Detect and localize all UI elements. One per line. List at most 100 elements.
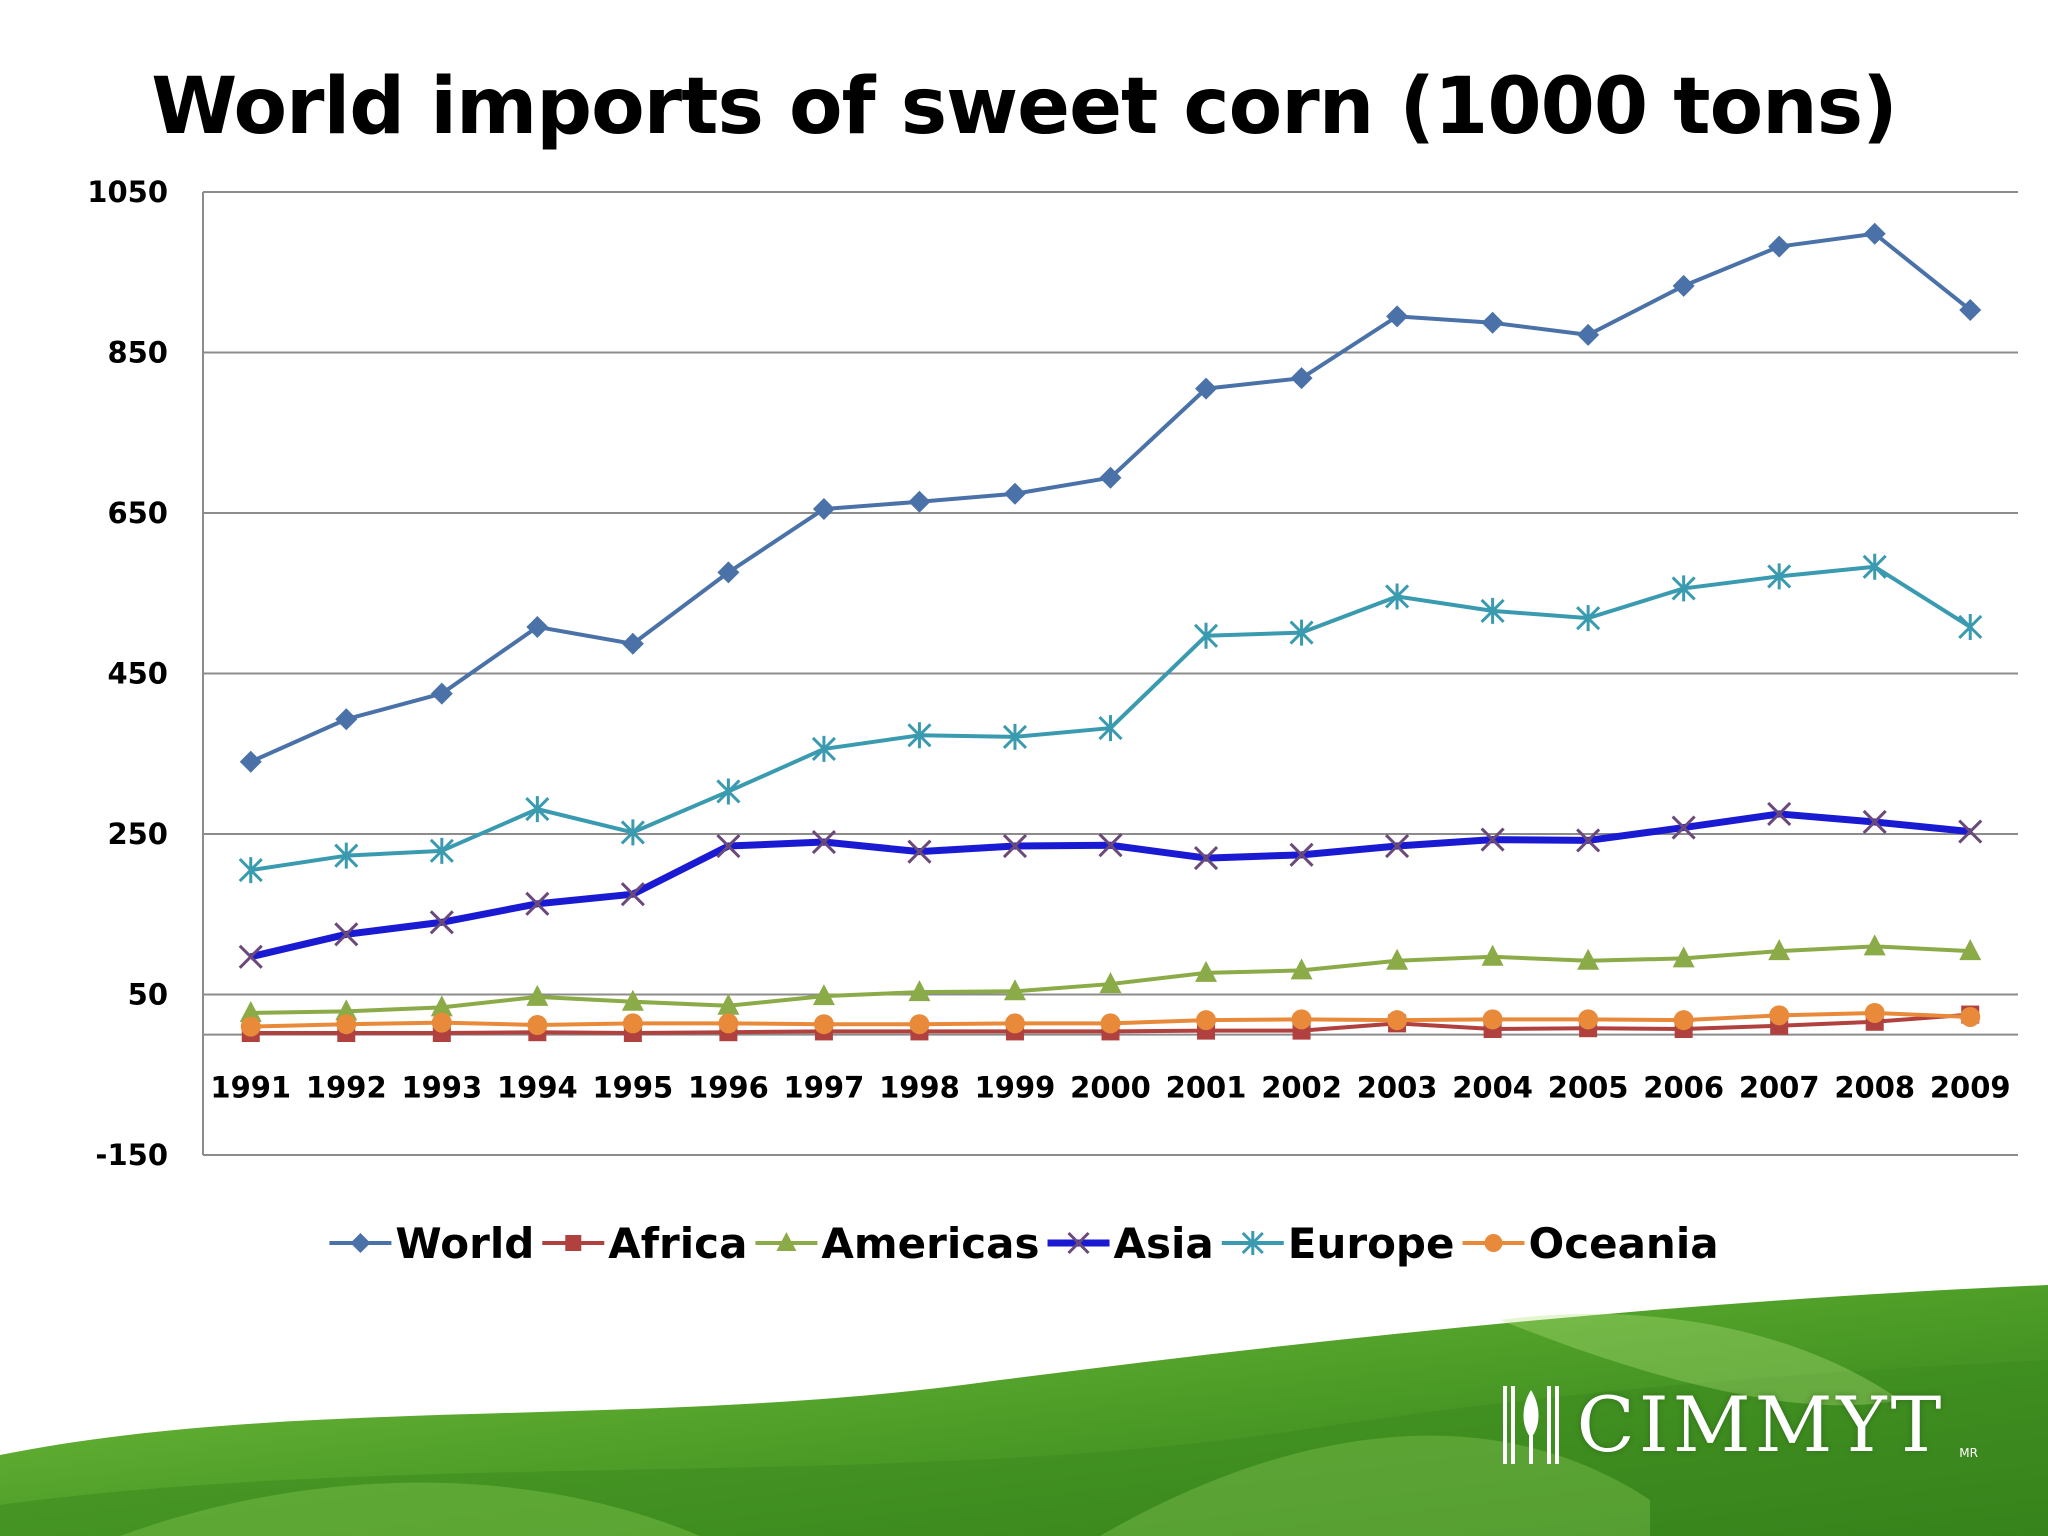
data-point-americas (335, 999, 358, 1021)
data-point-world (239, 750, 262, 773)
data-point-europe (1767, 563, 1792, 590)
series-asia (238, 801, 1983, 969)
data-point-asia (1002, 833, 1028, 859)
data-point-americas (1195, 960, 1218, 982)
x-tick-label: 1999 (975, 1071, 1056, 1105)
data-point-europe (1862, 553, 1887, 580)
x-tick-label: 1996 (688, 1071, 769, 1105)
data-point-europe (811, 735, 836, 762)
data-point-world (1577, 323, 1600, 346)
data-point-oceania (622, 1013, 643, 1034)
data-point-oceania (1291, 1009, 1312, 1030)
series-line-world (249, 231, 1972, 764)
data-point-world (430, 682, 453, 705)
data-point-asia (238, 944, 263, 969)
data-point-oceania (431, 1012, 452, 1033)
x-tick-label: 1998 (879, 1071, 960, 1105)
data-point-americas (239, 1000, 262, 1022)
data-point-oceania (1960, 1006, 1981, 1027)
series-oceania (240, 1002, 1981, 1037)
data-point-oceania (1004, 1013, 1025, 1034)
x-tick-label: 2009 (1930, 1071, 2011, 1105)
series-europe (238, 553, 1983, 884)
x-tick-label: 1992 (306, 1071, 387, 1105)
data-point-asia (1576, 828, 1601, 853)
x-tick-label: 1997 (784, 1071, 865, 1105)
y-tick-label: 1050 (87, 175, 168, 209)
data-point-americas (717, 993, 740, 1015)
data-point-asia (716, 833, 741, 859)
data-point-oceania (1864, 1002, 1885, 1023)
legend-label: World (395, 1219, 534, 1268)
chart-title: World imports of sweet corn (1000 tons) (151, 62, 1898, 152)
data-point-europe (716, 778, 741, 805)
data-point-world (1672, 274, 1695, 297)
data-point-europe (1098, 715, 1123, 742)
data-point-americas (1672, 946, 1695, 968)
logo-text: CIMMYT (1576, 1380, 1946, 1469)
data-point-europe (525, 796, 550, 823)
data-point-asia (1098, 833, 1123, 858)
data-point-europe (1576, 605, 1601, 632)
legend-marker (1067, 1231, 1090, 1255)
data-point-world (526, 615, 549, 638)
data-point-world (335, 708, 358, 731)
data-point-americas (812, 984, 835, 1006)
data-point-oceania (240, 1016, 261, 1037)
data-point-americas (1959, 939, 1982, 961)
data-point-europe (907, 722, 932, 749)
data-point-world (621, 632, 644, 655)
cimmyt-logo: CIMMYT MR (1499, 1380, 1978, 1470)
data-point-world (1959, 298, 1982, 321)
data-point-americas (1099, 972, 1122, 994)
y-tick-label: 850 (107, 336, 168, 370)
series-americas (239, 934, 1982, 1022)
data-point-asia (1958, 819, 1983, 844)
x-tick-label: 1993 (401, 1071, 482, 1105)
data-point-asia (1385, 833, 1410, 859)
data-point-americas (430, 995, 453, 1017)
logo-registered-mark: MR (1959, 1446, 1978, 1460)
data-point-oceania (1578, 1009, 1599, 1030)
data-point-asia (334, 922, 359, 947)
data-point-europe (620, 819, 645, 846)
legend-item-europe: Europe (1221, 1219, 1455, 1268)
legend-marker (776, 1232, 797, 1251)
data-point-oceania (1769, 1005, 1790, 1026)
x-tick-label: 2004 (1452, 1071, 1533, 1105)
y-tick-label: 650 (107, 496, 168, 530)
data-point-asia (907, 839, 932, 864)
legend-label: Oceania (1528, 1219, 1718, 1268)
data-point-asia (429, 910, 454, 935)
data-point-oceania (718, 1013, 739, 1034)
x-tick-label: 1994 (497, 1071, 578, 1105)
data-point-europe (1002, 723, 1028, 750)
data-point-oceania (1482, 1009, 1503, 1030)
y-tick-label: -150 (95, 1138, 168, 1172)
data-point-asia (811, 829, 836, 855)
x-tick-label: 2008 (1834, 1071, 1915, 1105)
data-point-americas (1577, 948, 1600, 970)
data-point-europe (1480, 597, 1505, 624)
data-point-europe (1385, 583, 1410, 610)
legend-item-africa: Africa (542, 1219, 747, 1268)
data-point-world (717, 561, 740, 584)
legend-item-world: World (329, 1219, 534, 1268)
data-point-americas (1386, 948, 1409, 970)
data-point-asia (525, 891, 550, 916)
legend-label: Asia (1114, 1219, 1214, 1268)
y-tick-label: 450 (107, 657, 168, 691)
x-tick-label: 1995 (593, 1071, 674, 1105)
data-point-asia (1671, 815, 1696, 840)
legend-label: Americas (821, 1219, 1039, 1268)
legend-item-asia: Asia (1047, 1219, 1214, 1268)
data-point-world (1386, 305, 1409, 328)
data-point-europe (429, 837, 454, 864)
legend-label: Europe (1288, 1219, 1455, 1268)
data-point-world (1481, 311, 1504, 334)
y-tick-label: 50 (128, 978, 168, 1012)
data-point-asia (1193, 846, 1219, 871)
data-point-world (908, 490, 931, 513)
legend-marker (565, 1235, 582, 1251)
legend-marker (1484, 1234, 1503, 1252)
